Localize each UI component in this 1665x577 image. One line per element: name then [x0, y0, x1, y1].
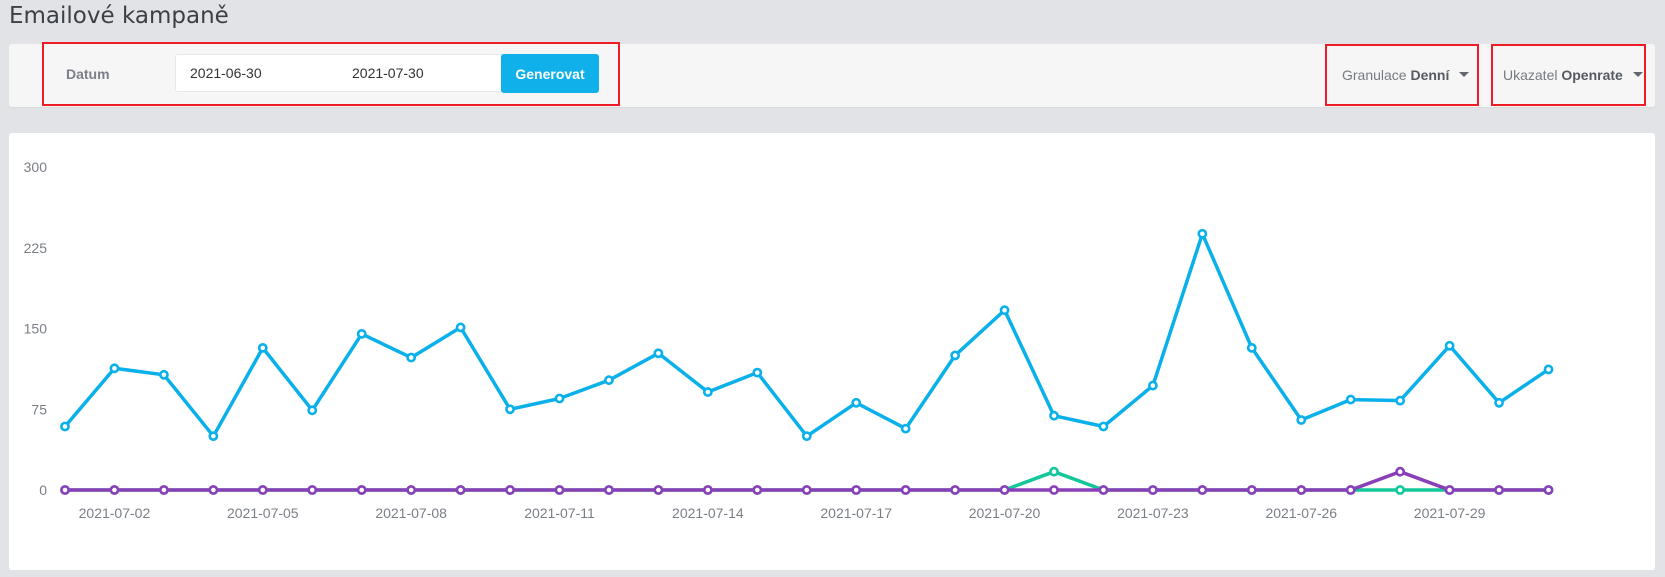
data-point[interactable]: [1395, 485, 1406, 495]
y-tick-label: 0: [39, 482, 47, 498]
data-point[interactable]: [1395, 395, 1406, 406]
data-point[interactable]: [60, 485, 70, 495]
data-point[interactable]: [60, 421, 70, 432]
data-point[interactable]: [1148, 485, 1158, 495]
data-point[interactable]: [1296, 485, 1307, 495]
generate-button[interactable]: Generovat: [501, 54, 599, 93]
data-point[interactable]: [554, 485, 565, 495]
data-point[interactable]: [158, 369, 169, 380]
data-point[interactable]: [505, 485, 515, 495]
data-point[interactable]: [950, 485, 960, 495]
data-point[interactable]: [257, 485, 268, 495]
data-point[interactable]: [1543, 485, 1554, 495]
data-point[interactable]: [1049, 410, 1059, 421]
x-tick-label: 2021-07-08: [375, 505, 447, 521]
data-point[interactable]: [851, 485, 862, 495]
series-line-0: [63, 232, 1550, 438]
data-point[interactable]: [1197, 485, 1208, 495]
data-point[interactable]: [307, 405, 318, 416]
data-point[interactable]: [109, 485, 120, 495]
x-tick-label: 2021-07-26: [1265, 505, 1337, 521]
date-from-input[interactable]: [175, 54, 339, 92]
data-point[interactable]: [653, 348, 664, 359]
date-range-highlight: [42, 42, 620, 106]
x-tick-label: 2021-07-23: [1117, 505, 1189, 521]
y-tick-label: 75: [31, 401, 47, 417]
data-point[interactable]: [1345, 485, 1356, 495]
granulace-highlight: [1325, 44, 1479, 106]
data-point[interactable]: [752, 485, 763, 495]
data-point[interactable]: [1049, 466, 1059, 477]
data-point[interactable]: [208, 431, 219, 442]
data-point[interactable]: [702, 485, 713, 495]
x-tick-label: 2021-07-11: [524, 505, 595, 521]
data-point[interactable]: [604, 485, 614, 495]
data-point[interactable]: [109, 363, 120, 374]
data-point[interactable]: [356, 328, 367, 339]
ukazatel-dropdown[interactable]: Ukazatel Openrate: [1503, 67, 1643, 83]
x-tick-label: 2021-07-02: [79, 505, 151, 521]
page-title: Emailové kampaně: [9, 3, 229, 29]
data-point[interactable]: [950, 350, 960, 361]
data-point[interactable]: [1098, 485, 1109, 495]
data-point[interactable]: [604, 375, 614, 386]
caret-down-icon: [1632, 71, 1643, 77]
data-point[interactable]: [257, 342, 268, 353]
y-tick-label: 300: [24, 159, 48, 175]
data-point[interactable]: [900, 423, 911, 434]
ukazatel-highlight: [1491, 44, 1646, 106]
data-point[interactable]: [1197, 228, 1208, 239]
data-point[interactable]: [1494, 397, 1504, 408]
data-point[interactable]: [1098, 421, 1109, 432]
y-tick-label: 150: [24, 321, 48, 337]
y-tick-label: 225: [24, 240, 48, 256]
data-point[interactable]: [1345, 394, 1356, 405]
data-point[interactable]: [1296, 415, 1307, 425]
data-point[interactable]: [851, 397, 862, 408]
x-tick-label: 2021-07-05: [227, 505, 299, 521]
data-point[interactable]: [554, 393, 565, 404]
granulace-label: Granulace: [1342, 67, 1407, 83]
data-point[interactable]: [505, 404, 515, 415]
data-point[interactable]: [158, 485, 169, 495]
data-point[interactable]: [1246, 485, 1257, 495]
data-point[interactable]: [999, 305, 1010, 316]
data-point[interactable]: [752, 367, 763, 378]
data-point[interactable]: [999, 485, 1010, 495]
data-point[interactable]: [1494, 485, 1504, 495]
granulace-value: Denní: [1410, 67, 1450, 83]
data-point[interactable]: [653, 485, 664, 495]
x-tick-label: 2021-07-17: [820, 505, 892, 521]
chart-card: 0 75 150 225 300 2021-07-02 2021-07-05 2021-07-…: [9, 133, 1655, 570]
data-point[interactable]: [307, 485, 318, 495]
date-to-input[interactable]: [338, 54, 502, 92]
data-point[interactable]: [801, 485, 812, 495]
data-point[interactable]: [900, 485, 911, 495]
data-point[interactable]: [1246, 342, 1257, 353]
data-point[interactable]: [1148, 380, 1158, 391]
x-tick-label: 2021-07-20: [969, 505, 1041, 521]
data-point[interactable]: [356, 485, 367, 495]
ukazatel-value: Openrate: [1561, 67, 1623, 83]
x-tick-label: 2021-07-29: [1414, 505, 1486, 521]
data-point[interactable]: [801, 431, 812, 442]
data-point[interactable]: [455, 485, 466, 495]
x-tick-label: 2021-07-14: [672, 505, 744, 521]
data-point[interactable]: [406, 485, 417, 495]
data-point[interactable]: [702, 387, 713, 397]
data-point[interactable]: [1049, 485, 1059, 495]
date-label: Datum: [66, 66, 110, 82]
data-point[interactable]: [1543, 364, 1554, 375]
granulace-dropdown[interactable]: Granulace Denní: [1342, 67, 1470, 83]
ukazatel-label: Ukazatel: [1503, 67, 1558, 83]
data-point[interactable]: [406, 352, 417, 363]
data-point[interactable]: [455, 322, 466, 333]
data-point[interactable]: [208, 485, 219, 495]
data-point[interactable]: [1444, 485, 1455, 495]
data-point[interactable]: [1395, 466, 1406, 477]
caret-down-icon: [1459, 71, 1470, 77]
data-point[interactable]: [1444, 340, 1455, 351]
line-chart: 0 75 150 225 300 2021-07-02 2021-07-05 2021-07-…: [24, 159, 1554, 521]
